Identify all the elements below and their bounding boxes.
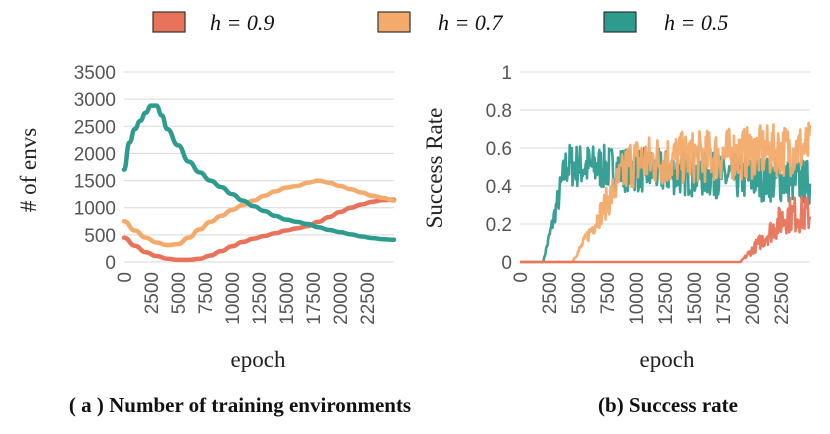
y-tick-label: 0.8 (486, 101, 512, 122)
y-tick-label: 1000 (74, 199, 116, 220)
chart-b-caption: (b) Success rate (598, 393, 738, 417)
y-tick-label: 0 (501, 253, 512, 274)
y-tick-label: 0.4 (486, 177, 513, 198)
x-tick-label: 5000 (169, 272, 190, 314)
x-tick-label: 10000 (223, 272, 244, 325)
chart-b-y-ticks: 0 0.2 0.4 0.6 0.8 1 (486, 63, 513, 274)
chart-a-y-ticks: 0 500 1000 1500 2000 2500 3000 3500 (74, 63, 116, 274)
chart-b-series (519, 121, 812, 264)
series-line-09 (121, 197, 397, 263)
x-tick-label: 22500 (358, 272, 379, 325)
chart-a-y-label: # of envs (16, 128, 41, 212)
x-tick-label: 12500 (656, 272, 677, 325)
x-tick-label: 20000 (331, 272, 352, 325)
series-line-05 (121, 103, 397, 242)
x-tick-label: 12500 (250, 272, 271, 325)
x-tick-label: 20000 (743, 272, 764, 325)
series-line-07 (121, 178, 397, 248)
x-tick-label: 22500 (772, 272, 793, 325)
y-tick-label: 3500 (74, 63, 116, 84)
legend-label-h07: h = 0.7 (438, 10, 503, 35)
x-tick-label: 5000 (569, 272, 590, 314)
y-tick-label: 3000 (74, 90, 116, 111)
chart-b-x-ticks: 0 2500 5000 7500 10000 12500 15000 17500 20000 22… (511, 272, 793, 325)
y-tick-label: 0 (105, 253, 116, 274)
y-tick-label: 2000 (74, 144, 116, 165)
legend-swatch-h05 (603, 11, 637, 33)
y-tick-label: 500 (84, 226, 116, 247)
x-tick-label: 2500 (540, 272, 561, 314)
legend-swatch-h07 (377, 11, 411, 33)
legend-label-h09: h = 0.9 (210, 10, 274, 35)
legend-label-h05: h = 0.5 (664, 10, 728, 35)
chart-b-x-label: epoch (640, 347, 695, 372)
x-tick-label: 17500 (714, 272, 735, 325)
chart-b-y-label: Success Rate (422, 108, 447, 229)
x-tick-label: 2500 (142, 272, 163, 314)
legend-swatch-h09 (152, 11, 186, 33)
x-tick-label: 10000 (627, 272, 648, 325)
x-tick-label: 0 (511, 272, 532, 283)
chart-a: 0 500 1000 1500 2000 2500 3000 3500 0 2500 5000 75… (16, 63, 411, 417)
x-tick-label: 15000 (685, 272, 706, 325)
legend: h = 0.9 h = 0.7 h = 0.5 (152, 10, 728, 35)
y-tick-label: 0.2 (486, 215, 512, 236)
chart-a-x-ticks: 0 2500 5000 7500 10000 12500 15000 17500 20000 22… (115, 272, 379, 325)
x-tick-label: 15000 (277, 272, 298, 325)
x-tick-label: 17500 (304, 272, 325, 325)
chart-a-series (121, 103, 397, 263)
y-tick-label: 0.6 (486, 139, 512, 160)
chart-a-x-label: epoch (231, 347, 286, 372)
x-tick-label: 7500 (196, 272, 217, 314)
x-tick-label: 0 (115, 272, 136, 283)
y-tick-label: 1 (501, 63, 512, 84)
y-tick-label: 2500 (74, 117, 116, 138)
series-line-09 (519, 195, 812, 264)
y-tick-label: 1500 (74, 172, 116, 193)
x-tick-label: 7500 (598, 272, 619, 314)
chart-a-caption: ( a ) Number of training environments (69, 393, 411, 417)
chart-b: 0 0.2 0.4 0.6 0.8 1 0 2500 5000 7500 10000 12500 15… (422, 63, 812, 417)
